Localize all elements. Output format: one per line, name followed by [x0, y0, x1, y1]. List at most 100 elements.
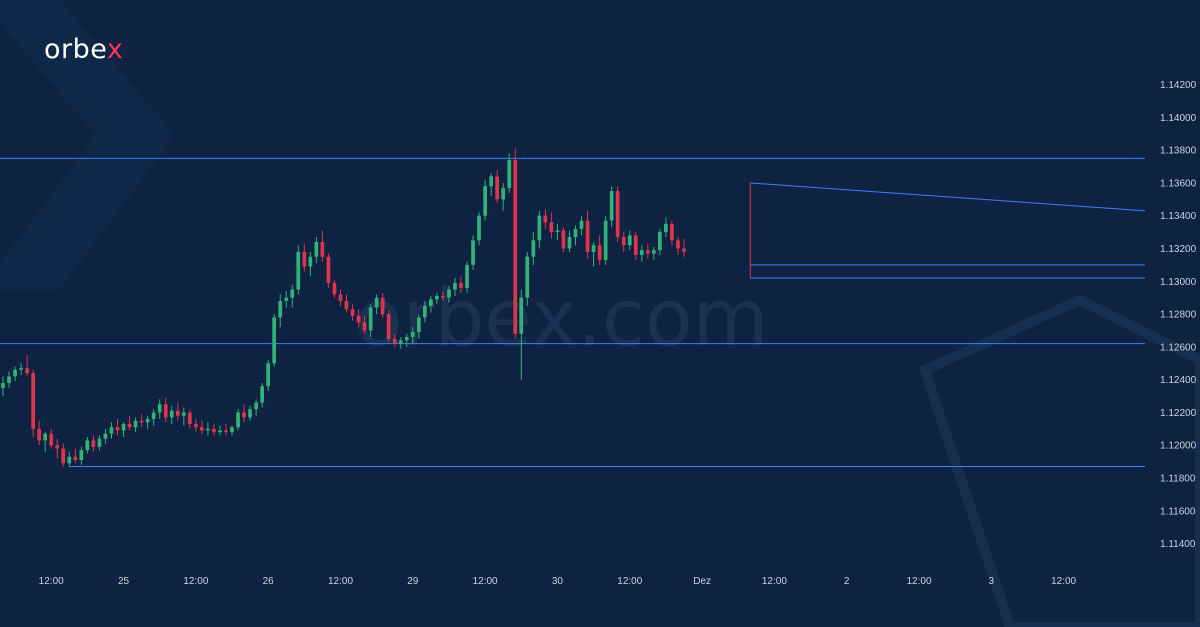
candle-body [133, 420, 138, 428]
candle-body [67, 456, 72, 464]
candle-body [284, 297, 289, 301]
candle-body [31, 373, 35, 429]
candle-body [320, 242, 325, 257]
candle-body [175, 410, 180, 416]
candle-body [392, 338, 397, 344]
brand-name: orbe [44, 34, 107, 65]
x-tick-label: 2 [844, 576, 850, 587]
candle-body [302, 251, 307, 267]
bg-chevron-right [918, 294, 1200, 627]
candle-body [531, 240, 536, 257]
x-tick-label: 3 [989, 576, 995, 587]
candle-body [13, 369, 17, 377]
candle-body [585, 220, 590, 252]
candle-body [7, 376, 11, 383]
x-tick-label: 12:00 [328, 576, 353, 587]
candle-body [212, 428, 216, 433]
candle-body [507, 160, 512, 188]
candle-body [260, 386, 264, 403]
candle-body [188, 412, 192, 424]
candle-body [37, 428, 41, 441]
candle-body [374, 297, 379, 308]
candle-body [43, 433, 47, 441]
candle-body [537, 215, 542, 241]
candle-body [398, 340, 403, 344]
candle-body [200, 427, 204, 431]
candle-body [272, 317, 276, 364]
candle-body [495, 176, 499, 200]
brand-logo: orbex [44, 34, 123, 65]
y-tick-label: 1.13400 [1160, 211, 1197, 222]
candle-body [236, 412, 240, 428]
candle-body [254, 402, 258, 410]
triangle-upper-line [750, 182, 1146, 212]
candle-body [501, 187, 505, 200]
candle-body [597, 245, 602, 260]
candle-body [290, 289, 295, 298]
candle-body [296, 251, 301, 290]
y-tick-label: 1.14000 [1160, 113, 1197, 124]
candle-body [157, 404, 162, 413]
candle-body [639, 250, 644, 256]
brand-accent: x [106, 34, 124, 65]
candle-body [627, 235, 632, 246]
bg-chevron-left [0, 0, 175, 290]
candle-body [615, 191, 620, 237]
x-tick-label: 29 [407, 576, 419, 587]
candle-body [49, 433, 54, 446]
candle-body [368, 307, 373, 331]
candle-body [609, 191, 614, 221]
candle-body [543, 215, 548, 223]
x-tick-label: 12:00 [906, 576, 931, 587]
candle-body [266, 363, 270, 387]
candle-body [151, 412, 156, 420]
candle-body [676, 240, 680, 249]
candle-body [423, 305, 427, 318]
y-tick-label: 1.14200 [1160, 80, 1197, 91]
candle-body [410, 332, 415, 337]
candle-body [79, 450, 84, 460]
x-tick-label: 12:00 [39, 576, 64, 587]
x-tick-label: 30 [552, 576, 564, 587]
candle-body [477, 215, 481, 241]
candle-body [380, 297, 385, 315]
y-tick-label: 1.12400 [1160, 375, 1197, 386]
candle-body [97, 438, 102, 447]
candle-body [139, 420, 144, 423]
y-tick-label: 1.12000 [1160, 441, 1197, 452]
candle-body [429, 299, 433, 306]
candle-body [224, 430, 228, 433]
candle-body [561, 230, 566, 249]
candle-body [121, 423, 126, 431]
candle-body [115, 427, 120, 431]
x-tick-label: 25 [118, 576, 130, 587]
candle-body [435, 296, 439, 300]
candle-body [386, 314, 391, 339]
candle-body [591, 245, 596, 252]
candle-body [314, 242, 319, 257]
candle-body [338, 294, 343, 301]
watermark-text: orbex.com [355, 274, 768, 364]
candle-body [362, 322, 367, 331]
candle-body [103, 433, 108, 439]
y-tick-label: 1.13200 [1160, 244, 1197, 255]
y-tick-label: 1.13000 [1160, 277, 1197, 288]
candle-body [127, 423, 132, 428]
candle-body [25, 368, 29, 374]
candle-body [218, 430, 222, 433]
candle-body [350, 309, 355, 316]
candle-body [621, 237, 626, 246]
candle-body [145, 419, 150, 423]
y-tick-label: 1.13600 [1160, 179, 1197, 190]
candle-body [85, 440, 90, 451]
candle-body [525, 256, 530, 298]
candle-body [181, 412, 186, 416]
candle-body [109, 427, 114, 434]
candle-body [633, 235, 638, 256]
y-tick-label: 1.12600 [1160, 342, 1197, 353]
candle-body [567, 237, 572, 249]
candle-body [664, 223, 668, 233]
candle-body [453, 283, 457, 290]
candle-body [194, 423, 198, 428]
